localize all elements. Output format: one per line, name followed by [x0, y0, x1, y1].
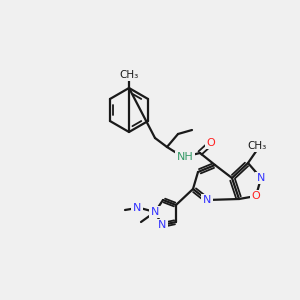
Text: N: N — [257, 173, 265, 183]
Text: N: N — [151, 207, 159, 217]
Text: N: N — [203, 195, 211, 205]
Text: N: N — [158, 220, 166, 230]
Text: CH₃: CH₃ — [248, 141, 267, 151]
Text: O: O — [252, 191, 260, 201]
Text: CH₃: CH₃ — [119, 70, 139, 80]
Text: NH: NH — [177, 152, 194, 162]
Text: N: N — [133, 203, 141, 213]
Text: O: O — [207, 138, 215, 148]
